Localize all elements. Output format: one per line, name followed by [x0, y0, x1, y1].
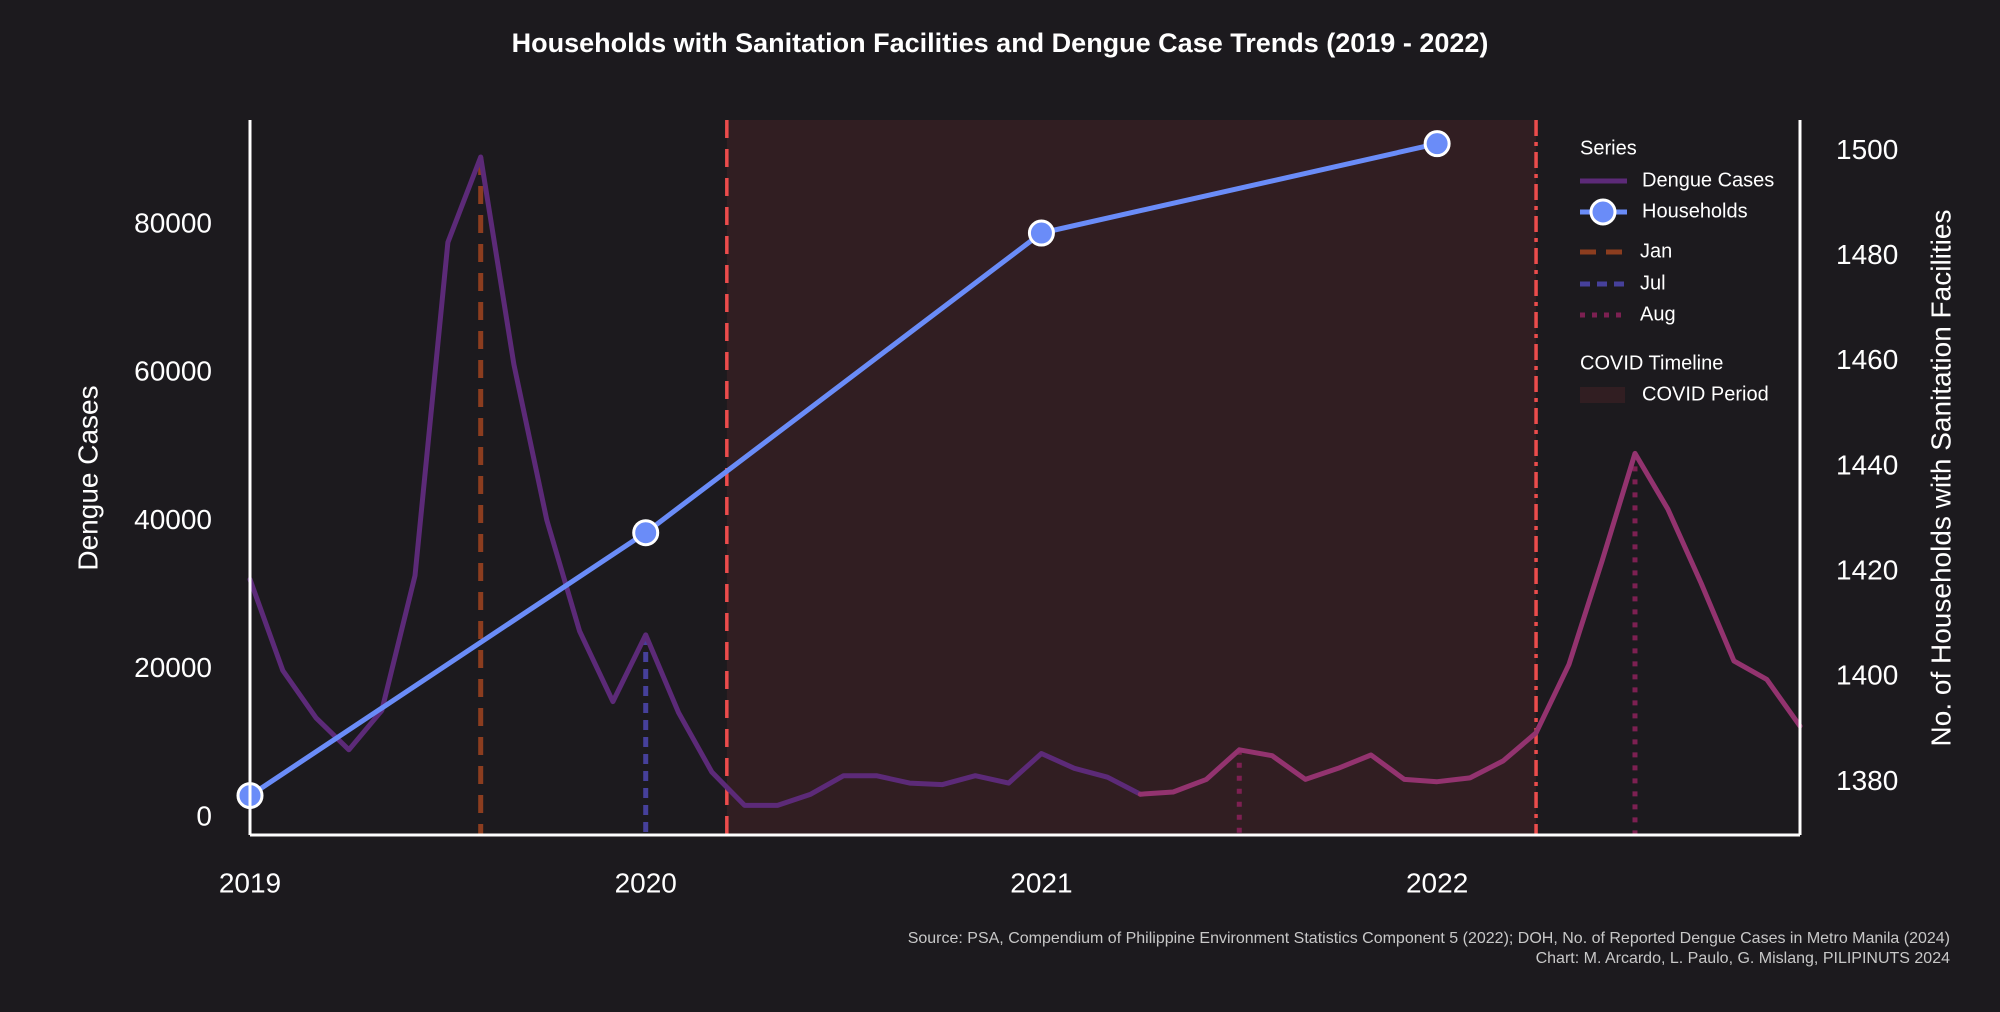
y-tick-label: 80000	[134, 208, 212, 239]
y-tick-label: 60000	[134, 356, 212, 387]
legend-covid-swatch	[1580, 387, 1625, 403]
y2-tick-label: 1380	[1836, 765, 1898, 796]
y-tick-label: 0	[196, 800, 212, 831]
legend-covid-label: COVID Period	[1642, 383, 1769, 405]
x-tick-label: 2021	[1010, 867, 1072, 898]
legend-households-label: Households	[1642, 200, 1748, 222]
households-point	[632, 519, 660, 547]
y2-tick-label: 1440	[1836, 449, 1898, 480]
x-tick-label: 2019	[219, 867, 281, 898]
x-tick-label: 2020	[615, 867, 677, 898]
y-tick-label: 20000	[134, 652, 212, 683]
y2-tick-label: 1460	[1836, 344, 1898, 375]
y2-tick-label: 1420	[1836, 555, 1898, 586]
covid-period-span	[726, 120, 1537, 835]
legend: Series Dengue Cases Households Jan Jul A…	[1580, 137, 1774, 405]
legend-aug-label: Aug	[1640, 303, 1676, 325]
legend-jul-label: Jul	[1640, 272, 1666, 294]
households-point	[1027, 219, 1055, 247]
legend-jan-label: Jan	[1640, 240, 1672, 262]
y2-tick-label: 1500	[1836, 134, 1898, 165]
legend-households-marker	[1589, 198, 1617, 226]
x-tick-label: 2022	[1406, 867, 1468, 898]
y-axis-label: Dengue Cases	[72, 385, 103, 570]
y2-tick-label: 1400	[1836, 660, 1898, 691]
households-line	[248, 141, 1438, 798]
legend-timeline-title: COVID Timeline	[1580, 352, 1723, 374]
credit-note: Chart: M. Arcardo, L. Paulo, G. Mislang,…	[1536, 950, 1951, 967]
dengue-cases-line-late	[1137, 450, 1803, 797]
y2-tick-label: 1480	[1836, 239, 1898, 270]
households-point	[1423, 130, 1451, 158]
chart-title: Households with Sanitation Facilities an…	[512, 28, 1489, 58]
legend-series-title: Series	[1580, 137, 1637, 159]
y-tick-label: 40000	[134, 504, 212, 535]
y2-axis-label: No. of Households with Sanitation Facili…	[1925, 210, 1956, 747]
dengue-cases-line	[247, 154, 1143, 808]
source-note: Source: PSA, Compendium of Philippine En…	[908, 930, 1950, 947]
legend-dengue-label: Dengue Cases	[1642, 169, 1774, 191]
